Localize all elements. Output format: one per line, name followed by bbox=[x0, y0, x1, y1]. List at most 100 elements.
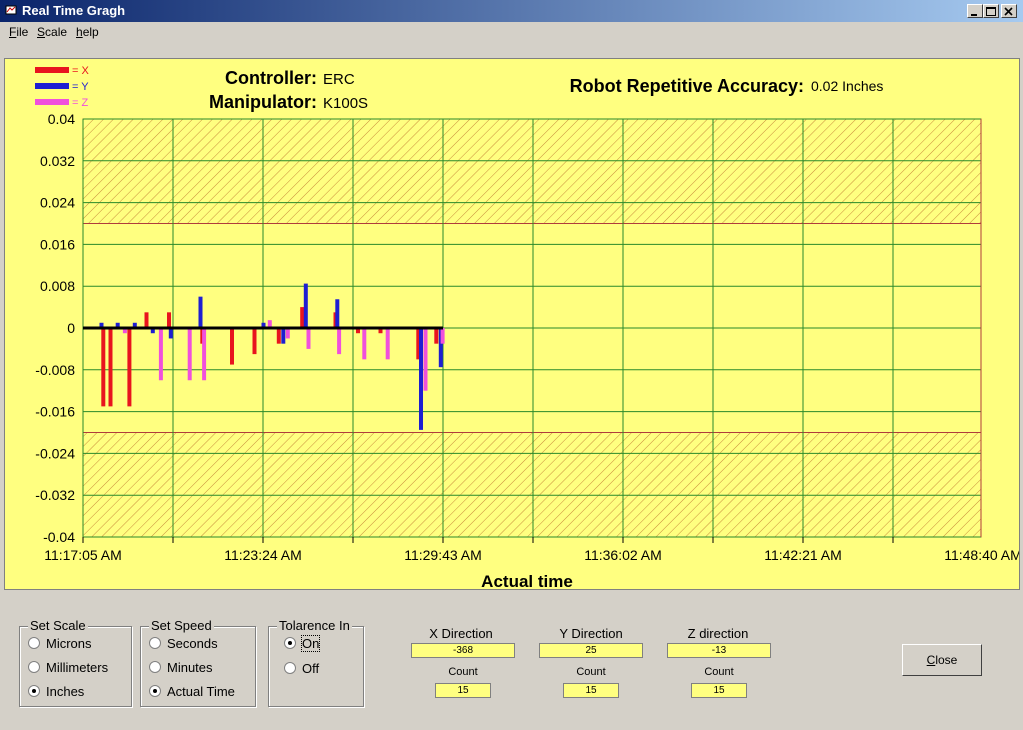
data-bar-x bbox=[434, 328, 439, 344]
tolerance-group: Tolarence In On Off bbox=[268, 618, 364, 707]
radio-button-icon bbox=[149, 637, 161, 649]
tolerance-band-upper bbox=[82, 118, 982, 224]
radio-button-selected-icon bbox=[149, 685, 161, 697]
y-tick-label: 0.024 bbox=[40, 195, 75, 211]
y-tick-label: -0.024 bbox=[35, 445, 75, 461]
data-bar-y bbox=[303, 283, 308, 328]
plot-panel: = X = Y = Z Controller: ERC Manipulator:… bbox=[4, 58, 1020, 590]
y-direction-label: Y Direction bbox=[559, 626, 623, 641]
data-bar-y bbox=[198, 296, 203, 328]
x-direction-label: X Direction bbox=[429, 626, 493, 641]
data-bar-y bbox=[335, 299, 340, 328]
legend-swatch-x bbox=[35, 67, 69, 73]
data-bar-z bbox=[385, 328, 390, 360]
close-window-button[interactable] bbox=[1001, 4, 1017, 18]
legend-label-x: = X bbox=[72, 65, 89, 77]
radio-button-icon bbox=[284, 662, 296, 674]
y-count-value: 15 bbox=[563, 683, 619, 698]
radio-tolerance-off[interactable]: Off bbox=[284, 661, 319, 676]
menu-help[interactable]: help bbox=[76, 25, 99, 39]
radio-seconds[interactable]: Seconds bbox=[149, 636, 218, 651]
data-bar-x bbox=[300, 307, 305, 328]
data-bar-x bbox=[167, 312, 171, 328]
manipulator-value: K100S bbox=[323, 95, 368, 112]
app-icon bbox=[5, 5, 17, 15]
data-bar-z bbox=[202, 328, 207, 381]
y-tick-label: 0 bbox=[67, 320, 75, 336]
x-tick-label: 11:48:40 AM bbox=[944, 547, 1020, 563]
data-bar-y bbox=[419, 328, 423, 430]
minimize-button[interactable] bbox=[967, 4, 983, 18]
set-speed-group: Set Speed Seconds Minutes Actual Time bbox=[140, 618, 256, 707]
set-speed-title: Set Speed bbox=[149, 618, 214, 633]
data-bar-y bbox=[281, 328, 286, 344]
radio-inches[interactable]: Inches bbox=[28, 684, 84, 699]
menu-file[interactable]: File bbox=[9, 25, 29, 39]
radio-button-selected-icon bbox=[284, 637, 296, 649]
radio-button-icon bbox=[149, 661, 161, 673]
x-count-label: Count bbox=[448, 666, 478, 678]
data-bar-z bbox=[337, 328, 342, 355]
accuracy-label: Robot Repetitive Accuracy: bbox=[570, 76, 804, 96]
set-scale-title: Set Scale bbox=[28, 618, 88, 633]
y-tick-label: 0.032 bbox=[40, 153, 75, 169]
data-bar-y bbox=[261, 322, 266, 328]
data-bar-y bbox=[115, 322, 120, 328]
y-tick-label: -0.04 bbox=[43, 529, 75, 545]
data-bar-z bbox=[362, 328, 367, 360]
radio-button-selected-icon bbox=[28, 685, 40, 697]
radio-microns[interactable]: Microns bbox=[28, 636, 92, 651]
maximize-icon bbox=[986, 7, 996, 16]
data-bar-z bbox=[122, 328, 127, 334]
close-button[interactable]: Close bbox=[902, 644, 982, 676]
data-bar-x bbox=[378, 328, 383, 334]
data-bar-x bbox=[276, 328, 281, 344]
legend-label-z: = Z bbox=[72, 97, 88, 109]
z-direction-label: Z direction bbox=[687, 626, 749, 641]
data-bar-y bbox=[168, 328, 173, 339]
radio-millimeters[interactable]: Millimeters bbox=[28, 660, 108, 675]
data-bar-x bbox=[101, 328, 106, 407]
manipulator-label: Manipulator: bbox=[209, 92, 317, 112]
data-bar-z bbox=[306, 328, 311, 349]
data-bar-x bbox=[252, 328, 257, 355]
z-count-value: 15 bbox=[691, 683, 747, 698]
y-tick-label: 0.04 bbox=[48, 111, 75, 127]
title-bar: Real Time Gragh bbox=[0, 0, 1023, 22]
x-tick-label: 11:36:02 AM bbox=[584, 547, 662, 563]
data-bar-x bbox=[144, 312, 149, 328]
data-bar-z bbox=[267, 320, 272, 328]
menu-bar: File Scale help bbox=[0, 22, 1023, 42]
data-bar-x bbox=[230, 328, 234, 365]
radio-tolerance-on[interactable]: On bbox=[284, 635, 321, 652]
data-bar-z bbox=[158, 328, 163, 381]
y-direction-value: 25 bbox=[539, 643, 643, 658]
controller-value: ERC bbox=[323, 71, 355, 88]
x-tick-label: 11:17:05 AM bbox=[44, 547, 122, 563]
x-direction-value: -368 bbox=[411, 643, 515, 658]
data-bar-x bbox=[127, 328, 132, 407]
y-count-label: Count bbox=[576, 666, 606, 678]
window-title: Real Time Gragh bbox=[22, 3, 126, 18]
maximize-button[interactable] bbox=[983, 4, 999, 18]
x-axis-label: Actual time bbox=[481, 572, 573, 590]
tolerance-title: Tolarence In bbox=[277, 618, 352, 633]
set-scale-group: Set Scale Microns Millimeters Inches bbox=[19, 618, 132, 707]
radio-button-icon bbox=[28, 661, 40, 673]
data-bar-z bbox=[187, 328, 192, 381]
data-bar-y bbox=[150, 328, 155, 334]
data-bar-z bbox=[440, 328, 445, 344]
menu-scale[interactable]: Scale bbox=[37, 25, 68, 39]
data-bar-y bbox=[99, 322, 104, 328]
z-count-label: Count bbox=[704, 666, 734, 678]
legend-label-y: = Y bbox=[72, 81, 89, 93]
x-count-value: 15 bbox=[435, 683, 491, 698]
data-bar-x bbox=[416, 328, 421, 360]
radio-actual-time[interactable]: Actual Time bbox=[149, 684, 235, 699]
radio-minutes[interactable]: Minutes bbox=[149, 660, 213, 675]
y-tick-label: -0.032 bbox=[35, 487, 75, 503]
data-bar-y bbox=[438, 328, 443, 368]
legend-swatch-y bbox=[35, 83, 69, 89]
radio-button-icon bbox=[28, 637, 40, 649]
minimize-icon bbox=[971, 14, 977, 16]
